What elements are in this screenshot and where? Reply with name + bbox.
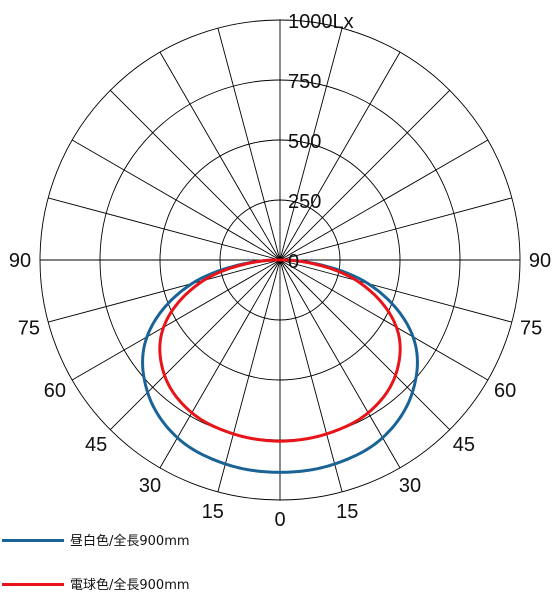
distribution-curves xyxy=(141,258,419,474)
grid-spoke-150 xyxy=(279,51,401,261)
grid-spoke-285 xyxy=(48,259,281,323)
legend-item-2: 電球色/全長900mm xyxy=(0,573,552,597)
grid-spoke-300 xyxy=(71,259,281,381)
radial-tick-label-0: 0 xyxy=(288,251,299,273)
series-curve-1 xyxy=(141,258,419,474)
angle-label-right-75: 75 xyxy=(520,317,542,339)
grid-spoke-120 xyxy=(279,139,489,261)
radial-tick-label-750: 750 xyxy=(288,71,321,93)
angle-label-right-30: 30 xyxy=(399,475,421,497)
grid-spoke-135 xyxy=(279,89,451,261)
legend-label-1: 昼白色/全長900mm xyxy=(70,534,190,549)
grid-spoke-105 xyxy=(279,197,512,261)
grid-spoke-225 xyxy=(109,89,281,261)
grid-spoke-315 xyxy=(109,259,281,431)
angle-label-left-15: 15 xyxy=(202,501,224,523)
axis-labels: 0 250 500 750 1000Lx 90 75 60 45 30 15 15 30 45 60 75 90… xyxy=(9,11,551,531)
grid-spoke-30 xyxy=(279,259,401,469)
legend-item-1: 昼白色/全長900mm xyxy=(0,529,552,553)
grid-spoke-165 xyxy=(279,28,343,261)
grid-spoke-210 xyxy=(159,51,281,261)
legend-swatch-1 xyxy=(2,539,64,542)
grid-spoke-240 xyxy=(71,139,281,261)
grid-spoke-75 xyxy=(279,259,512,323)
grid-spoke-15 xyxy=(279,259,343,492)
grid-spoke-60 xyxy=(279,259,489,381)
angle-label-right-15: 15 xyxy=(336,501,358,523)
radial-tick-label-1000: 1000Lx xyxy=(288,11,354,33)
angle-label-left-90: 90 xyxy=(9,250,31,272)
grid-spoke-45 xyxy=(279,259,451,431)
angle-label-left-30: 30 xyxy=(139,475,161,497)
angle-label-left-60: 60 xyxy=(44,380,66,402)
grid-spoke-255 xyxy=(48,197,281,261)
angle-label-right-90: 90 xyxy=(529,250,551,272)
grid-spoke-195 xyxy=(217,28,281,261)
angle-label-left-45: 45 xyxy=(85,434,107,456)
radial-tick-label-500: 500 xyxy=(288,131,321,153)
polar-grid xyxy=(39,19,521,501)
series-curve-2 xyxy=(158,258,402,443)
grid-spoke-330 xyxy=(159,259,281,469)
polar-light-distribution-chart: 0 250 500 750 1000Lx 90 75 60 45 30 15 15 30 45 60 75 90… xyxy=(9,11,551,531)
angle-label-left-75: 75 xyxy=(18,317,40,339)
legend-label-2: 電球色/全長900mm xyxy=(70,578,190,593)
grid-spoke-345 xyxy=(217,259,281,492)
angle-label-bottom-0: 0 xyxy=(274,509,285,531)
legend-swatch-2 xyxy=(2,583,64,586)
angle-label-right-45: 45 xyxy=(453,434,475,456)
radial-tick-label-250: 250 xyxy=(288,191,321,213)
angle-label-right-60: 60 xyxy=(494,380,516,402)
